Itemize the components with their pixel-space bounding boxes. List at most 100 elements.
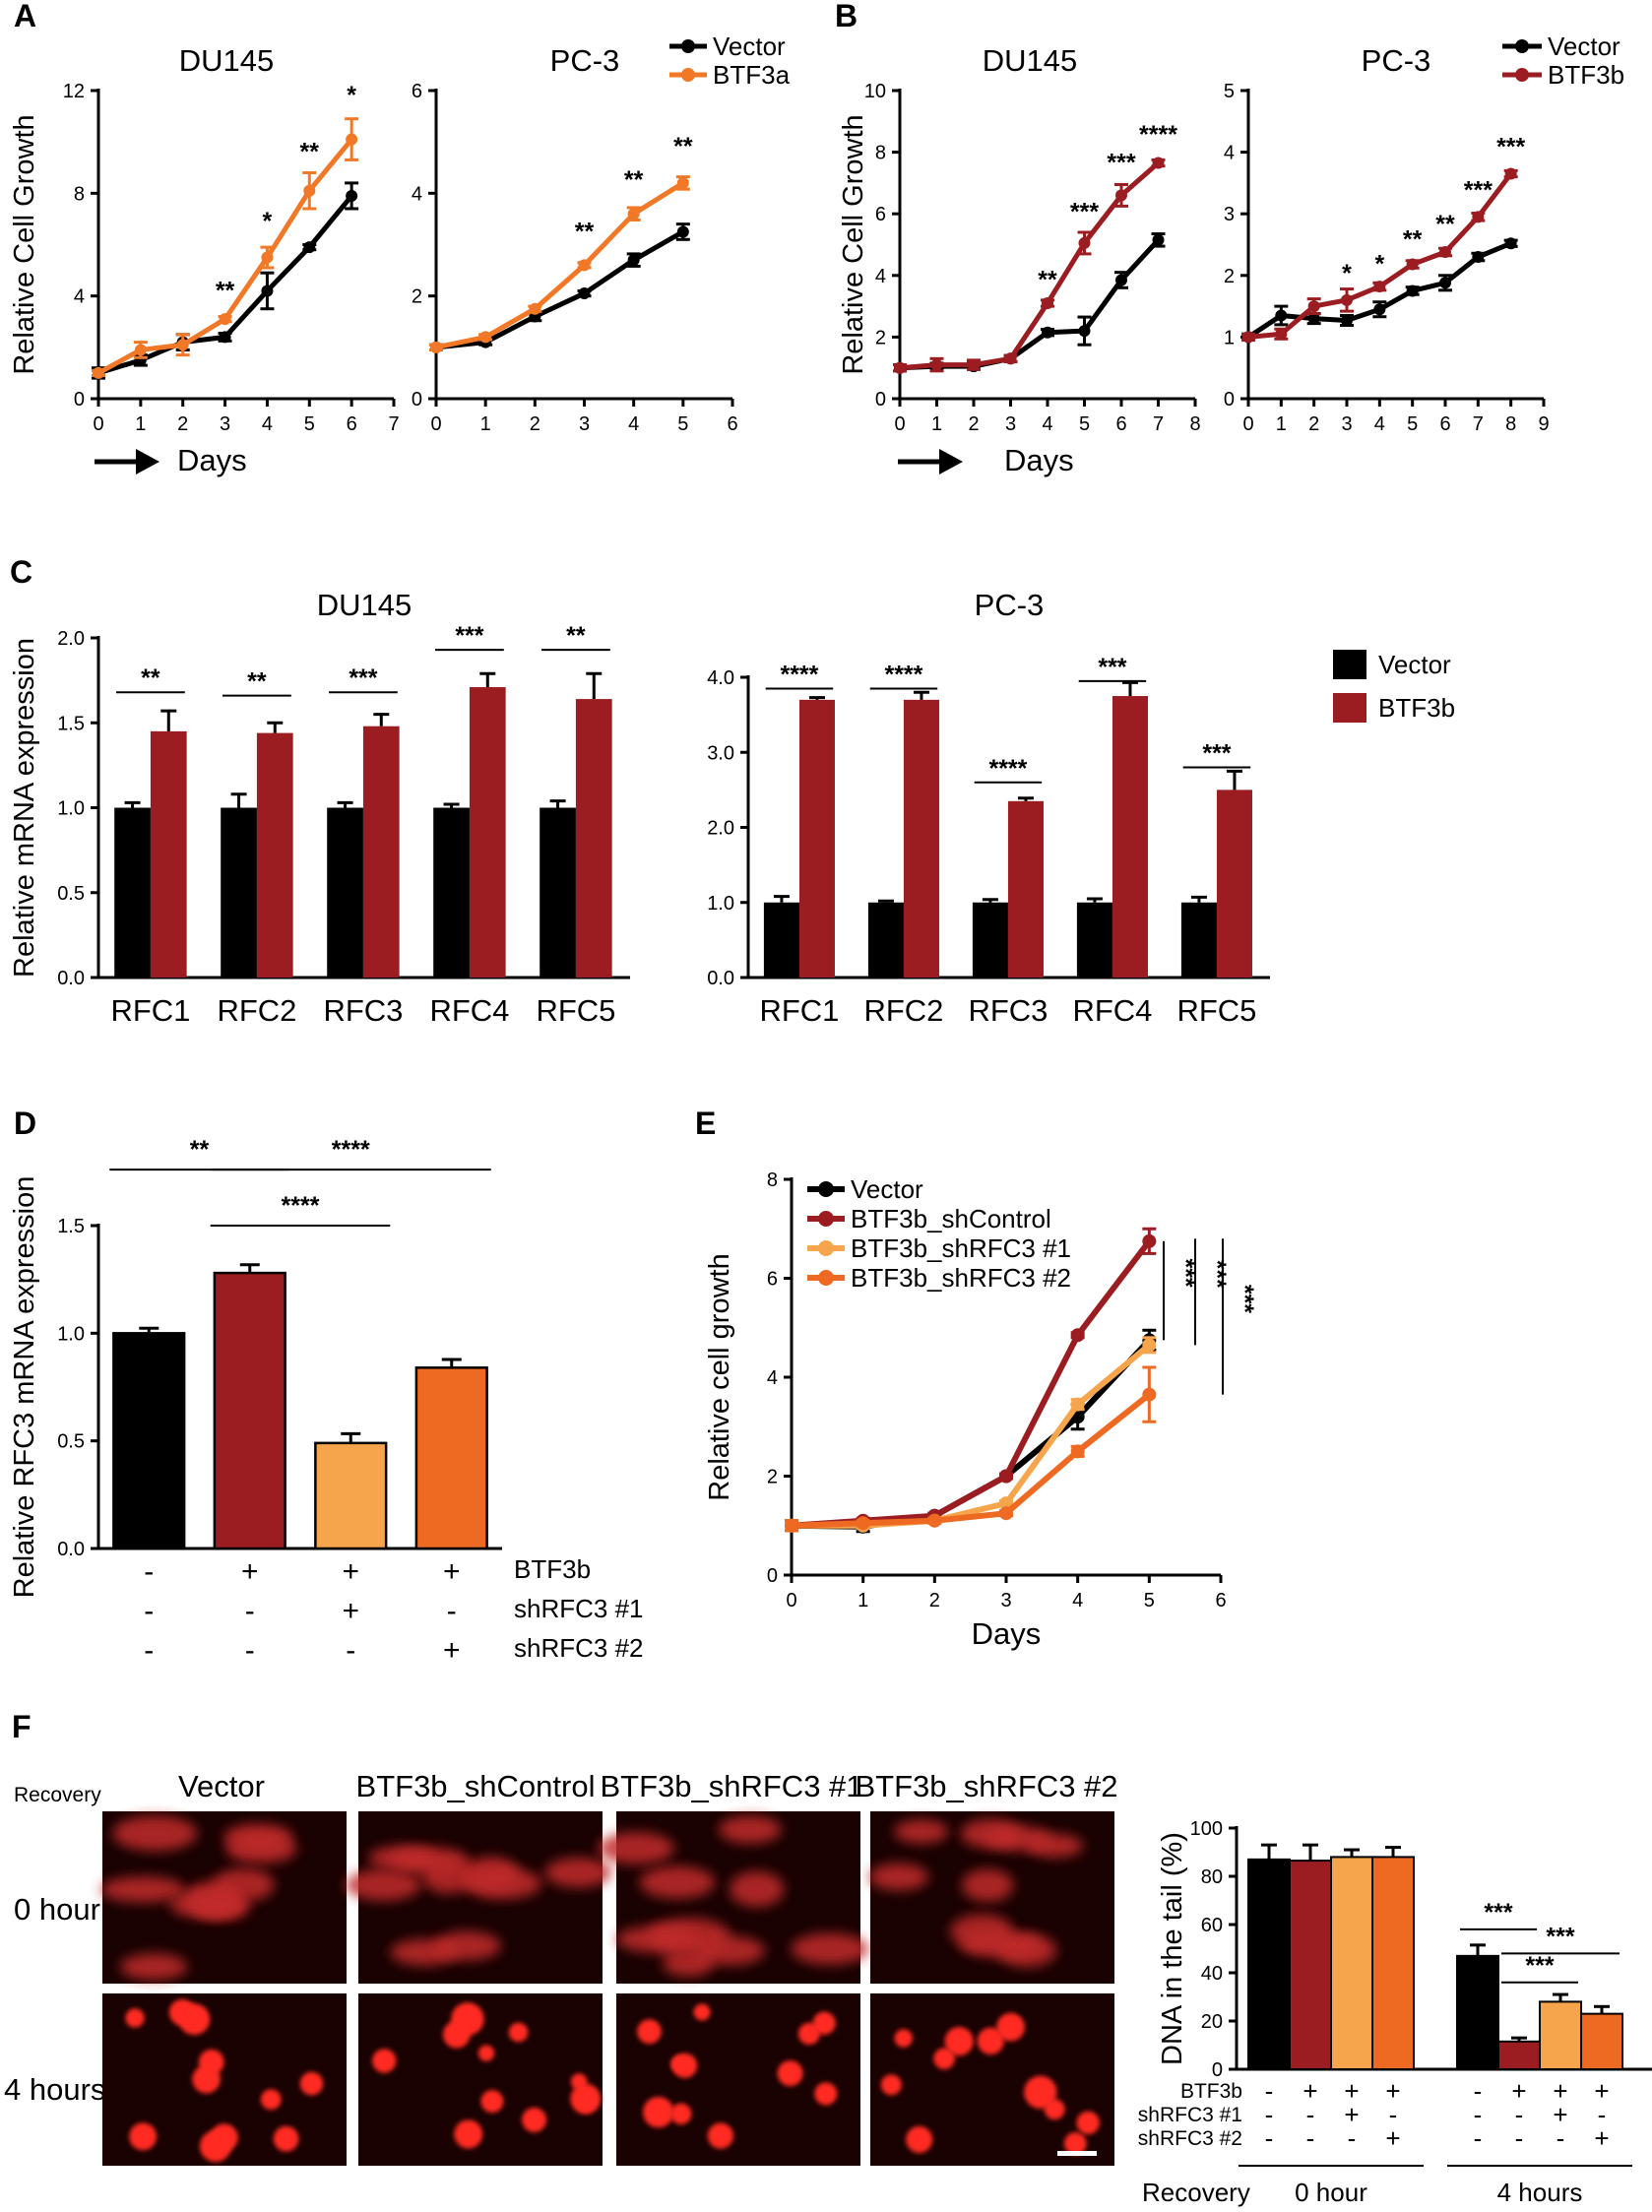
treatment-sign: - <box>1306 2100 1315 2129</box>
data-point <box>219 331 231 344</box>
x-tick-label: 2 <box>177 413 188 435</box>
y-tick-label: 0 <box>1224 389 1235 411</box>
comet-tail <box>598 1832 675 1864</box>
legend-b-vector: Vector <box>1548 32 1620 61</box>
bar <box>213 1271 286 1550</box>
x-tick-label: 7 <box>1153 413 1164 435</box>
chart-e: 0 2 4 6 8 0 1 2 3 4 5 6 Relative cell growth Days *** *… <box>704 1169 1258 1651</box>
y-tick-label: 0.0 <box>57 968 85 989</box>
x-tick-label: 5 <box>1079 413 1090 435</box>
y-tick-label: 1.5 <box>57 713 85 734</box>
significance-label: ** <box>575 218 595 245</box>
y-tick-label: 80 <box>1201 1866 1223 1888</box>
category-label: RFC4 <box>429 993 509 1028</box>
chart-c-pc3: 0.0 1.0 2.0 3.0 4.0 PC-3 **** RFC1 **** RFC2 **** R… <box>707 588 1270 1028</box>
significance-label: ** <box>624 166 644 194</box>
y-tick-label: 0 <box>1212 2059 1223 2081</box>
bar <box>414 1366 488 1550</box>
category-label: RFC2 <box>217 993 296 1028</box>
comet-nucleus <box>670 2055 687 2072</box>
x-tick-label: 5 <box>1407 413 1418 435</box>
treatment-sign: - <box>1598 2100 1607 2129</box>
comet-nucleus <box>508 2022 529 2043</box>
treatment-sign: + <box>1553 2100 1567 2129</box>
treatment-sign: - <box>1515 2100 1524 2129</box>
bar <box>540 807 576 978</box>
series-line-1 <box>435 180 685 350</box>
significance-label: ** <box>300 138 320 165</box>
data-point <box>930 358 943 371</box>
bar <box>221 807 257 978</box>
comet-nucleus <box>996 2012 1026 2042</box>
data-point <box>1078 325 1091 338</box>
significance-label: *** <box>1484 1899 1512 1927</box>
comet-nucleus <box>273 2125 299 2152</box>
y-tick-label: 3 <box>1224 204 1235 225</box>
data-point <box>676 225 689 238</box>
significance-label: ** <box>1038 266 1057 293</box>
significance-label: * <box>347 82 356 109</box>
treatment-sign: - <box>1265 2123 1274 2153</box>
data-point <box>1406 258 1419 271</box>
treatment-sign: - <box>447 1595 457 1627</box>
x-tick-label: 8 <box>1505 413 1516 435</box>
comet-nucleus <box>125 2008 145 2028</box>
y-tick-label: 0 <box>412 389 422 411</box>
y-tick-label: 4 <box>74 286 85 308</box>
x-tick-label: 4 <box>1072 1590 1083 1612</box>
x-tick-label: 2 <box>929 1590 940 1612</box>
chart-a-pc3: 0 2 4 6 0 1 2 3 4 5 6 PC-3 ** ** ** <box>412 43 738 435</box>
panel-letter-d: D <box>14 1106 36 1141</box>
comet-nucleus <box>812 2011 836 2035</box>
comet-nucleus <box>442 2020 471 2049</box>
data-point <box>1042 296 1053 309</box>
comet-tail <box>719 1815 782 1844</box>
comet-nucleus <box>637 2019 662 2045</box>
data-point <box>578 259 591 272</box>
data-point <box>1472 211 1485 223</box>
comet-nucleus <box>480 2090 504 2114</box>
y-axis-label: Relative cell growth <box>704 1253 735 1500</box>
comet-tail <box>433 1930 501 1961</box>
comet-image <box>102 1993 347 2166</box>
x-tick-label: 6 <box>1439 413 1450 435</box>
legend-e-shrfc3-2: BTF3b_shRFC3 #2 <box>851 1263 1071 1293</box>
bar <box>575 699 612 978</box>
x-tick-label: 2 <box>1308 413 1319 435</box>
comet-tail <box>962 1868 1014 1902</box>
comet-nucleus <box>814 2082 838 2106</box>
bar <box>1247 1858 1291 2070</box>
significance-label: ** <box>247 668 267 696</box>
x-tick-label: 6 <box>1115 413 1126 435</box>
data-point <box>1142 1338 1157 1353</box>
data-point <box>1078 236 1091 249</box>
chart-b-du145: 0 2 4 6 8 10 0 1 2 3 4 5 6 7 8 DU145 Relative Cell Growt… <box>838 43 1201 435</box>
legend-e-vector: Vector <box>851 1174 923 1204</box>
data-point <box>303 241 316 254</box>
comet-nucleus <box>299 2071 324 2096</box>
y-tick-label: 4 <box>412 183 422 205</box>
comet-image <box>868 1811 1114 1984</box>
bar <box>1539 2000 1582 2071</box>
legend-b-btf3b: BTF3b <box>1548 60 1624 90</box>
y-tick-label: 100 <box>1190 1818 1223 1840</box>
data-point <box>93 366 104 379</box>
chart-title: PC-3 <box>975 588 1045 622</box>
data-point <box>1275 328 1288 341</box>
x-tick-label: 0 <box>1242 413 1253 435</box>
data-point <box>1472 251 1485 264</box>
data-point <box>1070 1397 1085 1412</box>
y-tick-label: 4 <box>767 1367 778 1389</box>
category-label: RFC5 <box>536 993 615 1028</box>
data-point <box>479 331 492 344</box>
comet-tail <box>894 1819 949 1844</box>
x-tick-label: 7 <box>388 413 399 435</box>
data-point <box>1070 1328 1085 1343</box>
comet-nucleus <box>260 2089 282 2111</box>
data-point <box>1152 233 1165 246</box>
x-tick-label: 5 <box>304 413 315 435</box>
data-point <box>1042 326 1053 339</box>
treatment-sign: + <box>443 1555 461 1588</box>
comet-image <box>616 1993 860 2166</box>
legend-a-vector: Vector <box>713 32 786 61</box>
